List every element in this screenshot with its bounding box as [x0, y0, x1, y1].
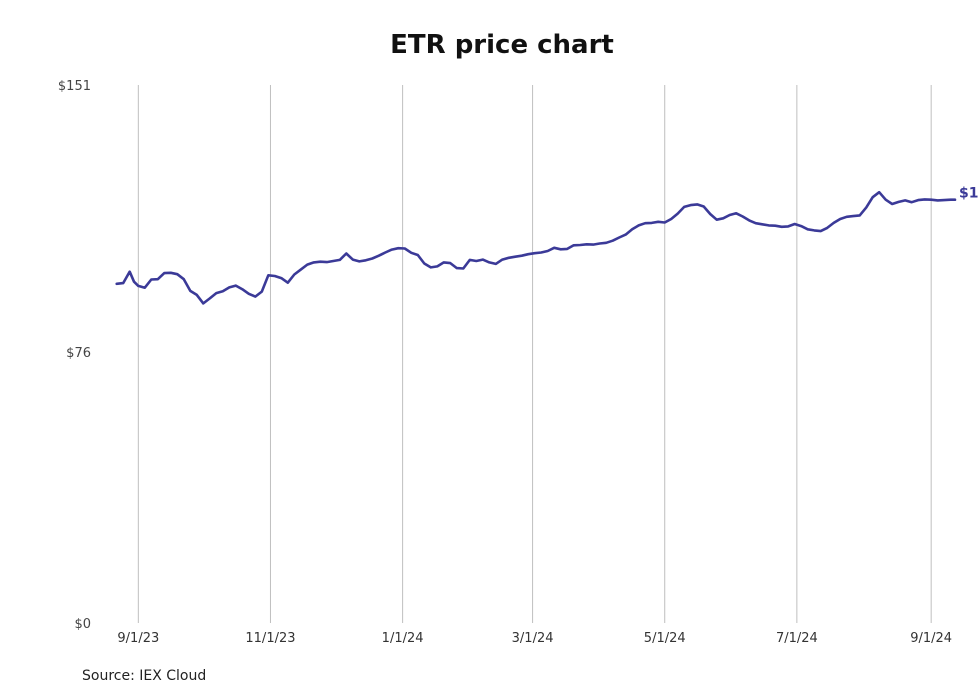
x-tick-label: 3/1/24 [512, 631, 554, 646]
source-note: Source: IEX Cloud [82, 668, 207, 684]
chart-title: ETR price chart [390, 30, 614, 60]
vertical-gridlines [137, 85, 932, 623]
y-tick-label: $0 [74, 617, 91, 632]
x-tick-label: 7/1/24 [776, 631, 818, 646]
x-tick-label: 9/1/23 [117, 631, 159, 646]
x-tick-label: 11/1/23 [245, 631, 295, 646]
price-line [115, 190, 957, 305]
y-tick-label: $76 [66, 346, 91, 361]
last-price-label: $118.80 [959, 186, 980, 202]
y-tick-label: $151 [58, 79, 91, 94]
x-tick-label: 5/1/24 [644, 631, 686, 646]
x-tick-label: 9/1/24 [910, 631, 952, 646]
x-tick-label: 1/1/24 [382, 631, 424, 646]
y-axis-ticks: $151 $76 $0 [58, 79, 91, 632]
x-axis-ticks: 9/1/23 11/1/23 1/1/24 3/1/24 5/1/24 7/1/24 9/1… [117, 631, 952, 646]
